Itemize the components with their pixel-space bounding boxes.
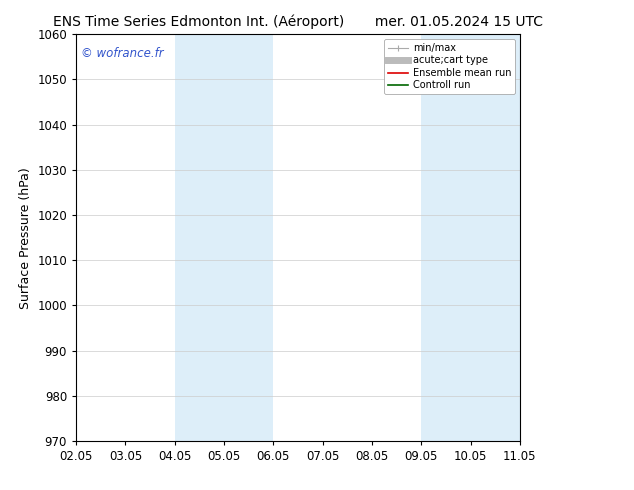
Y-axis label: Surface Pressure (hPa): Surface Pressure (hPa) — [19, 167, 32, 309]
Bar — [224, 34, 273, 441]
Text: © wofrance.fr: © wofrance.fr — [81, 47, 163, 59]
Legend: min/max, acute;cart type, Ensemble mean run, Controll run: min/max, acute;cart type, Ensemble mean … — [384, 39, 515, 94]
Bar — [175, 34, 224, 441]
Title: ENS Time Series Edmonton Int. (Aéroport)       mer. 01.05.2024 15 UTC: ENS Time Series Edmonton Int. (Aéroport)… — [53, 15, 543, 29]
Bar — [421, 34, 470, 441]
Bar — [470, 34, 520, 441]
